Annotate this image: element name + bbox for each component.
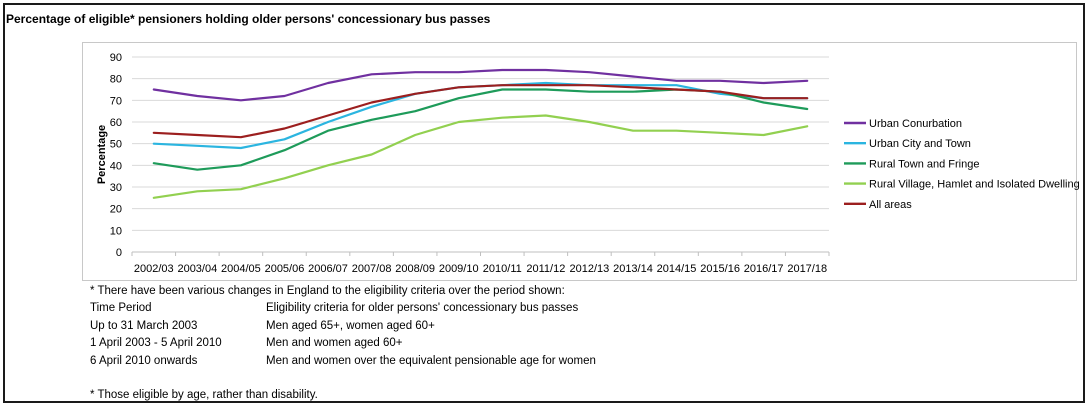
series-line: [152, 114, 809, 199]
y-tick-label: 80: [110, 74, 122, 86]
notes-row: 1 April 2003 - 5 April 2010 Men and wome…: [90, 335, 596, 352]
x-tick-label: 2002/03: [134, 263, 174, 275]
legend-label: All areas: [869, 199, 912, 211]
y-tick-label: 60: [110, 117, 122, 129]
legend-label: Urban Conurbation: [869, 118, 962, 130]
y-tick-label: 30: [110, 182, 122, 194]
notes-period: 1 April 2003 - 5 April 2010: [90, 337, 222, 350]
notes-row: Up to 31 March 2003 Men aged 65+, women …: [90, 318, 596, 335]
y-tick-label: 70: [110, 95, 122, 107]
notes-period: 6 April 2010 onwards: [90, 354, 198, 367]
x-tick-label: 2013/14: [613, 263, 653, 275]
eligibility-notes: * There have been various changes in Eng…: [90, 283, 596, 404]
chart-title: Percentage of eligible* pensioners holdi…: [6, 12, 491, 26]
time-period-header: Time Period: [90, 302, 152, 315]
x-tick-label: 2016/17: [744, 263, 784, 275]
x-tick-label: 2017/18: [787, 263, 827, 275]
legend-label: Rural Village, Hamlet and Isolated Dwell…: [869, 179, 1080, 191]
x-tick-label: 2003/04: [177, 263, 217, 275]
series-line: [152, 84, 809, 139]
notes-period: Up to 31 March 2003: [90, 319, 198, 332]
notes-intro-text: * There have been various changes in Eng…: [90, 285, 565, 297]
series-line: [152, 68, 809, 102]
legend-label: Rural Town and Fringe: [869, 158, 979, 170]
x-tick-label: 2006/07: [308, 263, 348, 275]
notes-row: 6 April 2010 onwards Men and women over …: [90, 353, 596, 370]
y-tick-label: 90: [110, 52, 122, 64]
chart-panel: [82, 42, 1077, 281]
x-tick-label: 2008/09: [395, 263, 435, 275]
x-tick-label: 2014/15: [657, 263, 697, 275]
gridlines: [132, 56, 829, 253]
x-tick-label: 2011/12: [526, 263, 565, 275]
x-tick-label: 2004/05: [221, 263, 261, 275]
legend-label: Urban City and Town: [869, 138, 971, 150]
axes: 0 10 20 30 40 50 60 70 80 90 2002/03 2003/04 2004/05…: [96, 52, 830, 275]
notes-footnote: * Those eligible by age, rather than dis…: [90, 387, 596, 404]
y-tick-label: 0: [116, 247, 122, 259]
notes-header-row: Time Period Eligibility criteria for old…: [90, 300, 596, 317]
series-line: [152, 88, 809, 171]
x-tick-label: 2007/08: [352, 263, 392, 275]
notes-criteria: Men aged 65+, women aged 60+: [266, 319, 435, 332]
notes-intro: * There have been various changes in Eng…: [90, 283, 596, 300]
series-lines: [152, 68, 809, 199]
y-tick-label: 40: [110, 160, 122, 172]
x-tick-label: 2009/10: [439, 263, 479, 275]
y-tick-label: 50: [110, 139, 122, 151]
x-tick-label: 2015/16: [700, 263, 740, 275]
x-tick-label: 2010/11: [483, 263, 522, 275]
y-axis-label: Percentage: [96, 125, 108, 184]
criteria-header: Eligibility criteria for older persons' …: [266, 302, 579, 315]
y-tick-label: 10: [110, 225, 122, 237]
x-tick-label: 2005/06: [265, 263, 305, 275]
notes-criteria: Men and women aged 60+: [266, 337, 403, 350]
notes-criteria: Men and women over the equivalent pensio…: [266, 354, 596, 367]
legend: Urban Conurbation Urban City and Town Rura…: [844, 118, 1080, 211]
notes-footnote-text: * Those eligible by age, rather than dis…: [90, 389, 318, 402]
x-tick-label: 2012/13: [570, 263, 610, 275]
y-tick-label: 20: [110, 204, 122, 216]
